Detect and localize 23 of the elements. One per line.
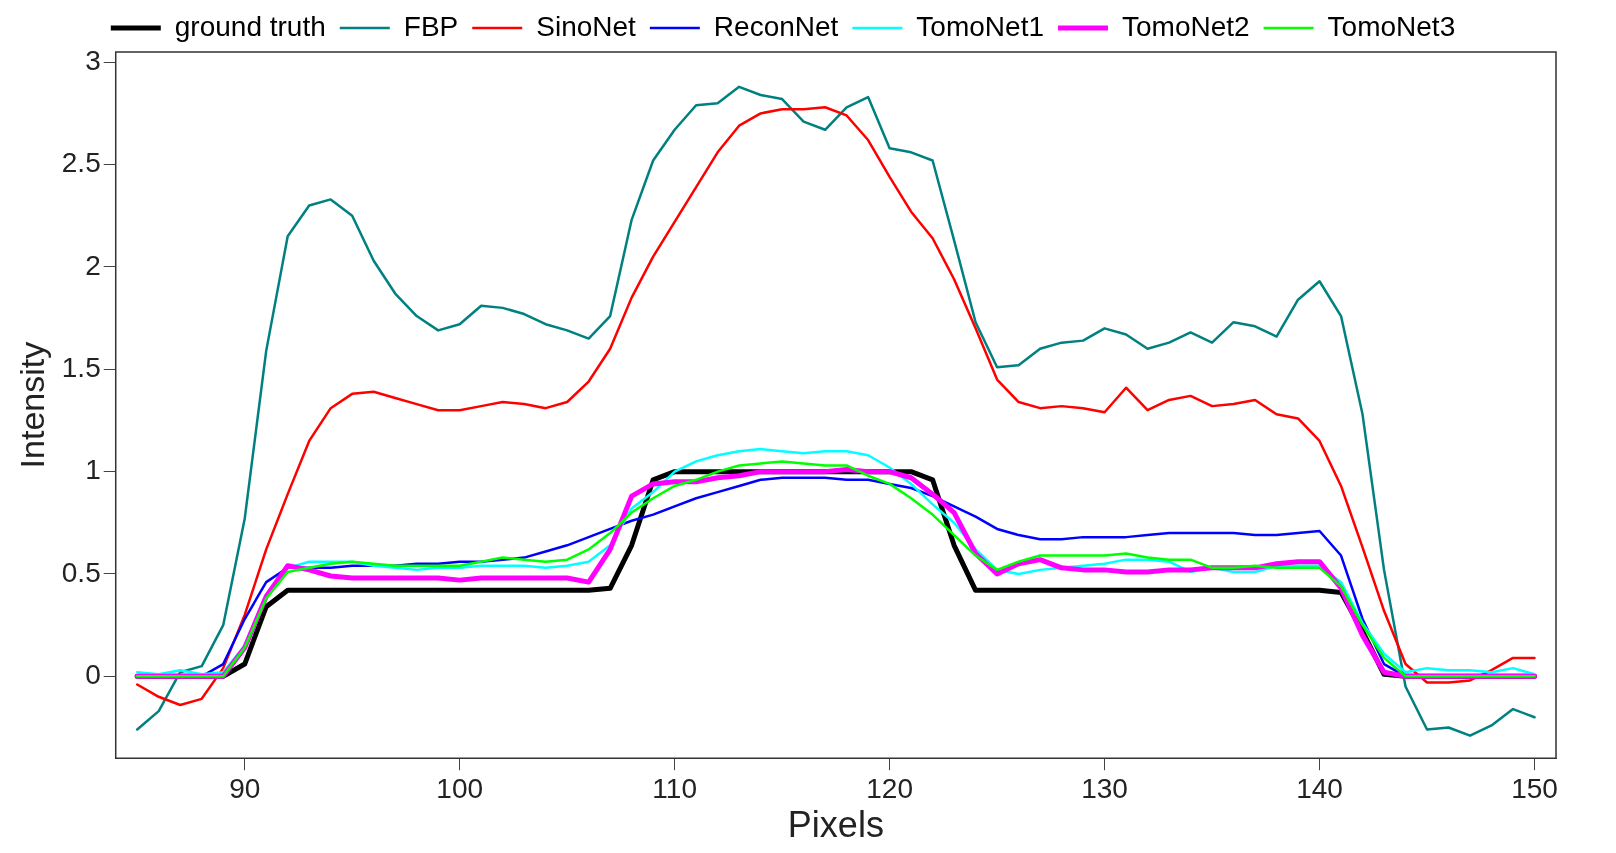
y-tick-label: 1.5 [61,352,101,383]
x-tick-label: 100 [436,772,484,804]
legend-label: FBP [403,10,459,42]
legend-label: ReconNet [713,10,839,42]
legend-label: ground truth [174,10,326,42]
x-tick-label: 90 [229,772,261,804]
y-tick-label: 0.5 [61,556,101,588]
legend-label: TomoNet1 [916,10,1044,42]
x-tick-label: 130 [1081,772,1128,804]
x-tick-label: 150 [1511,772,1558,804]
x-tick-label: 110 [652,772,697,804]
x-tick-label: 140 [1296,772,1343,804]
y-axis-title: Intensity [12,341,51,469]
y-tick-label: 3 [85,44,101,76]
y-tick-label: 1 [85,454,101,486]
y-tick-label: 2.5 [61,147,101,179]
legend-label: TomoNet3 [1327,10,1456,42]
x-axis-title: Pixels [787,804,884,846]
y-tick-label: 0 [85,659,101,691]
legend-label: SinoNet [536,10,637,42]
y-tick-label: 2 [85,249,101,281]
legend-label: TomoNet2 [1121,10,1250,42]
x-tick-label: 120 [866,772,913,804]
